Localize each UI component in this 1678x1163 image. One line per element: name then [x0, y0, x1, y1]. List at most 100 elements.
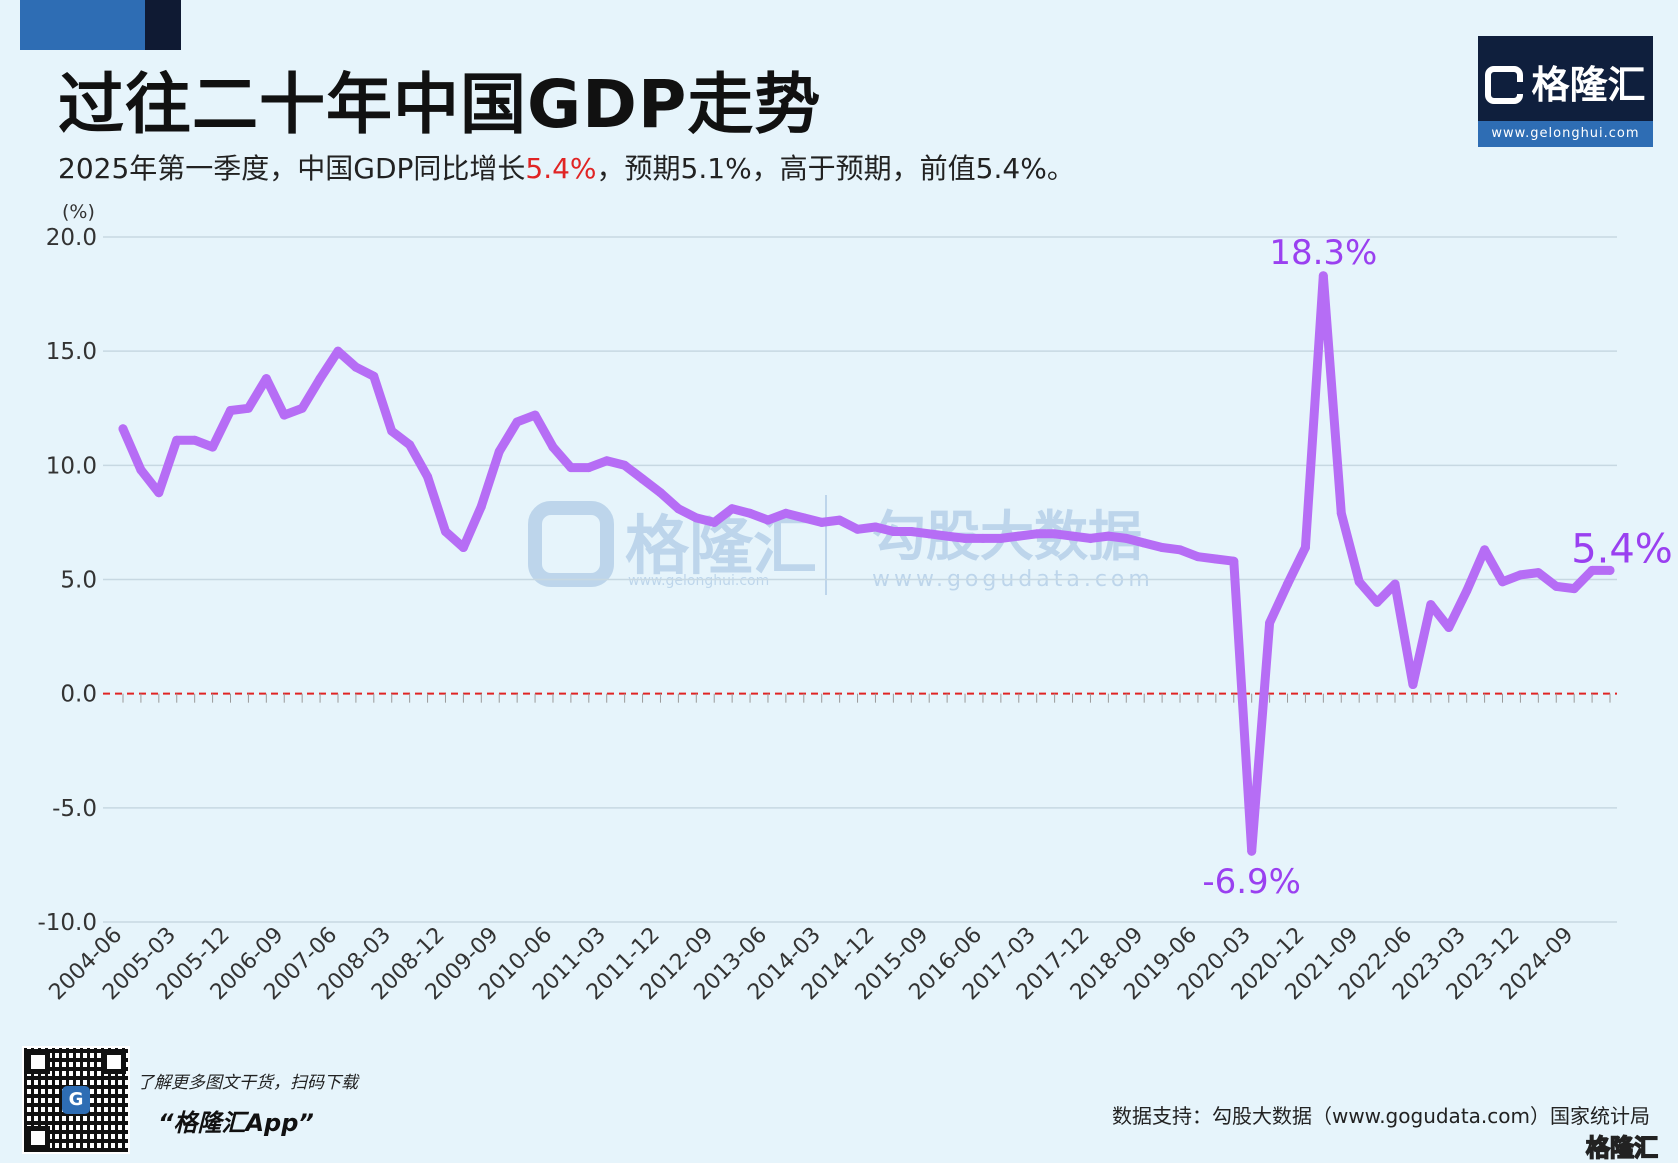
- data-point: [620, 460, 630, 470]
- data-point: [1283, 579, 1293, 589]
- data-point: [1354, 577, 1364, 587]
- qr-corner-top-right: [102, 1050, 126, 1074]
- data-point: [1587, 565, 1597, 575]
- data-point: [1444, 622, 1454, 632]
- data-point: [351, 362, 361, 372]
- data-point: [458, 543, 468, 553]
- data-point: [1175, 545, 1185, 555]
- data-point: [1103, 531, 1113, 541]
- data-point: [888, 527, 898, 537]
- app-name: “格隆汇App”: [158, 1109, 314, 1137]
- y-tick-label: -10.0: [37, 910, 97, 936]
- y-tick-label: 10.0: [46, 453, 97, 479]
- data-point: [1390, 579, 1400, 589]
- data-point: [387, 426, 397, 436]
- brand-logo: 格隆汇 www.gelonghui.com: [1478, 36, 1653, 147]
- data-point: [1515, 570, 1525, 580]
- data-point: [924, 529, 934, 539]
- data-point: [1157, 543, 1167, 553]
- brand-g-icon: [1485, 66, 1524, 104]
- data-label: 18.3%: [1269, 233, 1377, 273]
- data-point: [727, 504, 737, 514]
- data-point: [799, 513, 809, 523]
- data-point: [906, 527, 916, 537]
- data-point: [1462, 586, 1472, 596]
- data-point: [154, 488, 164, 498]
- data-point: [602, 456, 612, 466]
- data-point: [870, 522, 880, 532]
- data-source: 数据支持：勾股大数据（www.gogudata.com）国家统计局: [1111, 1104, 1650, 1128]
- data-point: [494, 447, 504, 457]
- data-point: [1193, 552, 1203, 562]
- data-point: [548, 442, 558, 452]
- data-point: [942, 531, 952, 541]
- data-point: [1605, 565, 1615, 575]
- data-point: [315, 374, 325, 384]
- data-point: [1318, 271, 1328, 281]
- data-point: [369, 371, 379, 381]
- y-tick-label: 20.0: [46, 225, 97, 251]
- data-point: [1426, 600, 1436, 610]
- data-point: [1336, 508, 1346, 518]
- data-point: [1085, 533, 1095, 543]
- data-label: -6.9%: [1202, 862, 1301, 902]
- watermark-g-icon: [528, 501, 614, 587]
- y-tick-label: -5.0: [52, 796, 97, 822]
- data-point: [691, 513, 701, 523]
- promo-text: 了解更多图文干货，扫码下载: [137, 1073, 358, 1093]
- data-point: [405, 440, 415, 450]
- data-point: [279, 410, 289, 420]
- data-point: [476, 501, 486, 511]
- subtitle-prefix: 2025年第一季度，中国GDP同比增长: [58, 152, 526, 185]
- watermark-url: www.gelonghui.com: [628, 573, 769, 589]
- data-point: [1211, 554, 1221, 564]
- data-point: [225, 406, 235, 416]
- data-point: [745, 508, 755, 518]
- data-point: [763, 515, 773, 525]
- data-point: [530, 410, 540, 420]
- y-tick-label: 15.0: [46, 339, 97, 365]
- brand-logo-row: 格隆汇: [1478, 54, 1653, 109]
- data-point: [781, 508, 791, 518]
- qr-code[interactable]: G: [22, 1046, 130, 1154]
- corner-logo: 格隆汇: [1585, 1133, 1659, 1163]
- data-point: [333, 346, 343, 356]
- data-point: [1265, 618, 1275, 628]
- data-point: [172, 435, 182, 445]
- data-point: [673, 504, 683, 514]
- data-point: [1229, 556, 1239, 566]
- data-point: [655, 488, 665, 498]
- data-point: [960, 533, 970, 543]
- data-point: [136, 465, 146, 475]
- data-point: [1372, 597, 1382, 607]
- data-point: [996, 533, 1006, 543]
- data-point: [584, 463, 594, 473]
- data-point: [1050, 529, 1060, 539]
- subtitle-suffix: ，预期5.1%，高于预期，前值5.4%。: [596, 152, 1075, 185]
- data-point: [1551, 581, 1561, 591]
- data-point: [566, 463, 576, 473]
- data-point: [1139, 538, 1149, 548]
- data-point: [512, 417, 522, 427]
- data-point: [1408, 680, 1418, 690]
- brand-logo-url: www.gelonghui.com: [1478, 121, 1653, 147]
- y-tick-label: 5.0: [60, 568, 97, 594]
- data-point: [243, 403, 253, 413]
- brand-logo-name: 格隆汇: [1531, 63, 1646, 107]
- data-point: [118, 424, 128, 434]
- series-line: [118, 271, 1615, 856]
- data-point: [817, 517, 827, 527]
- data-point: [1032, 529, 1042, 539]
- data-point: [261, 374, 271, 384]
- data-point: [835, 515, 845, 525]
- data-point: [190, 435, 200, 445]
- y-tick-label: 0.0: [60, 682, 97, 708]
- qr-corner-bottom-left: [26, 1126, 50, 1150]
- data-point: [1247, 846, 1257, 856]
- data-point: [638, 474, 648, 484]
- top-accent-bar-dark: [145, 0, 181, 50]
- data-point: [1533, 568, 1543, 578]
- data-point: [853, 524, 863, 534]
- top-accent-bar-blue: [20, 0, 145, 50]
- data-point: [423, 472, 433, 482]
